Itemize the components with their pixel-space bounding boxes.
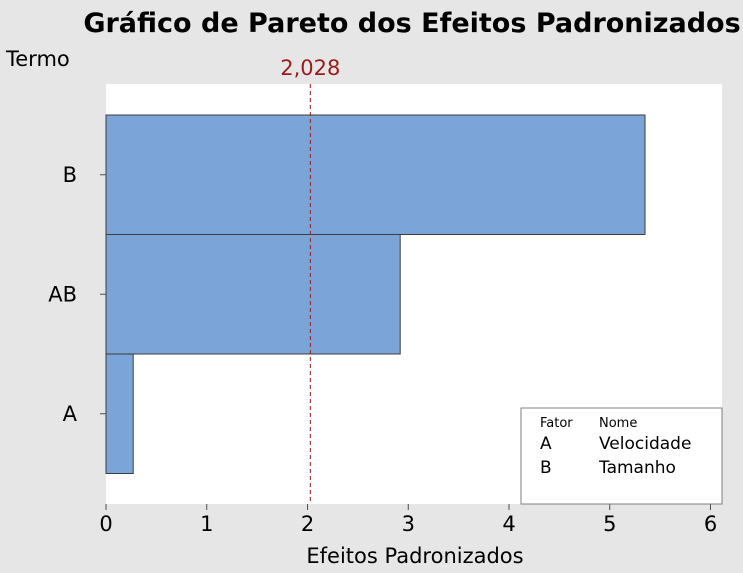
x-tick-label: 5 [603, 512, 616, 536]
bar-b [105, 114, 646, 235]
bars-group [105, 114, 646, 474]
reference-line-label: 2,028 [280, 56, 340, 80]
chart-title: Gráfico de Pareto dos Efeitos Padronizad… [83, 8, 740, 39]
legend-factor-b: B [540, 458, 552, 478]
y-tick-label-b: B [63, 163, 77, 187]
bar-a [105, 353, 134, 474]
y-axis-title: Termo [5, 47, 70, 71]
y-tick-label-a: A [63, 402, 78, 426]
legend: Fator Nome A Velocidade B Tamanho [520, 407, 723, 505]
x-tick-label: 3 [402, 512, 415, 536]
y-ticks-group: B AB A [48, 163, 106, 426]
legend-factor-a: A [540, 434, 552, 454]
legend-name-b: Tamanho [598, 458, 676, 478]
x-axis-title: Efeitos Padronizados [306, 544, 523, 568]
legend-header-name: Nome [599, 416, 637, 431]
y-tick-label-ab: AB [48, 282, 77, 306]
legend-box [520, 407, 723, 505]
legend-name-a: Velocidade [599, 434, 691, 454]
x-ticks-group: 0 1 2 3 4 5 6 [99, 504, 717, 536]
x-tick-label: 1 [200, 512, 213, 536]
x-tick-label: 2 [301, 512, 314, 536]
x-tick-label: 6 [704, 512, 717, 536]
x-tick-label: 4 [502, 512, 515, 536]
legend-header-factor: Fator [540, 416, 573, 431]
x-tick-label: 0 [99, 512, 112, 536]
bar-ab [105, 234, 401, 355]
